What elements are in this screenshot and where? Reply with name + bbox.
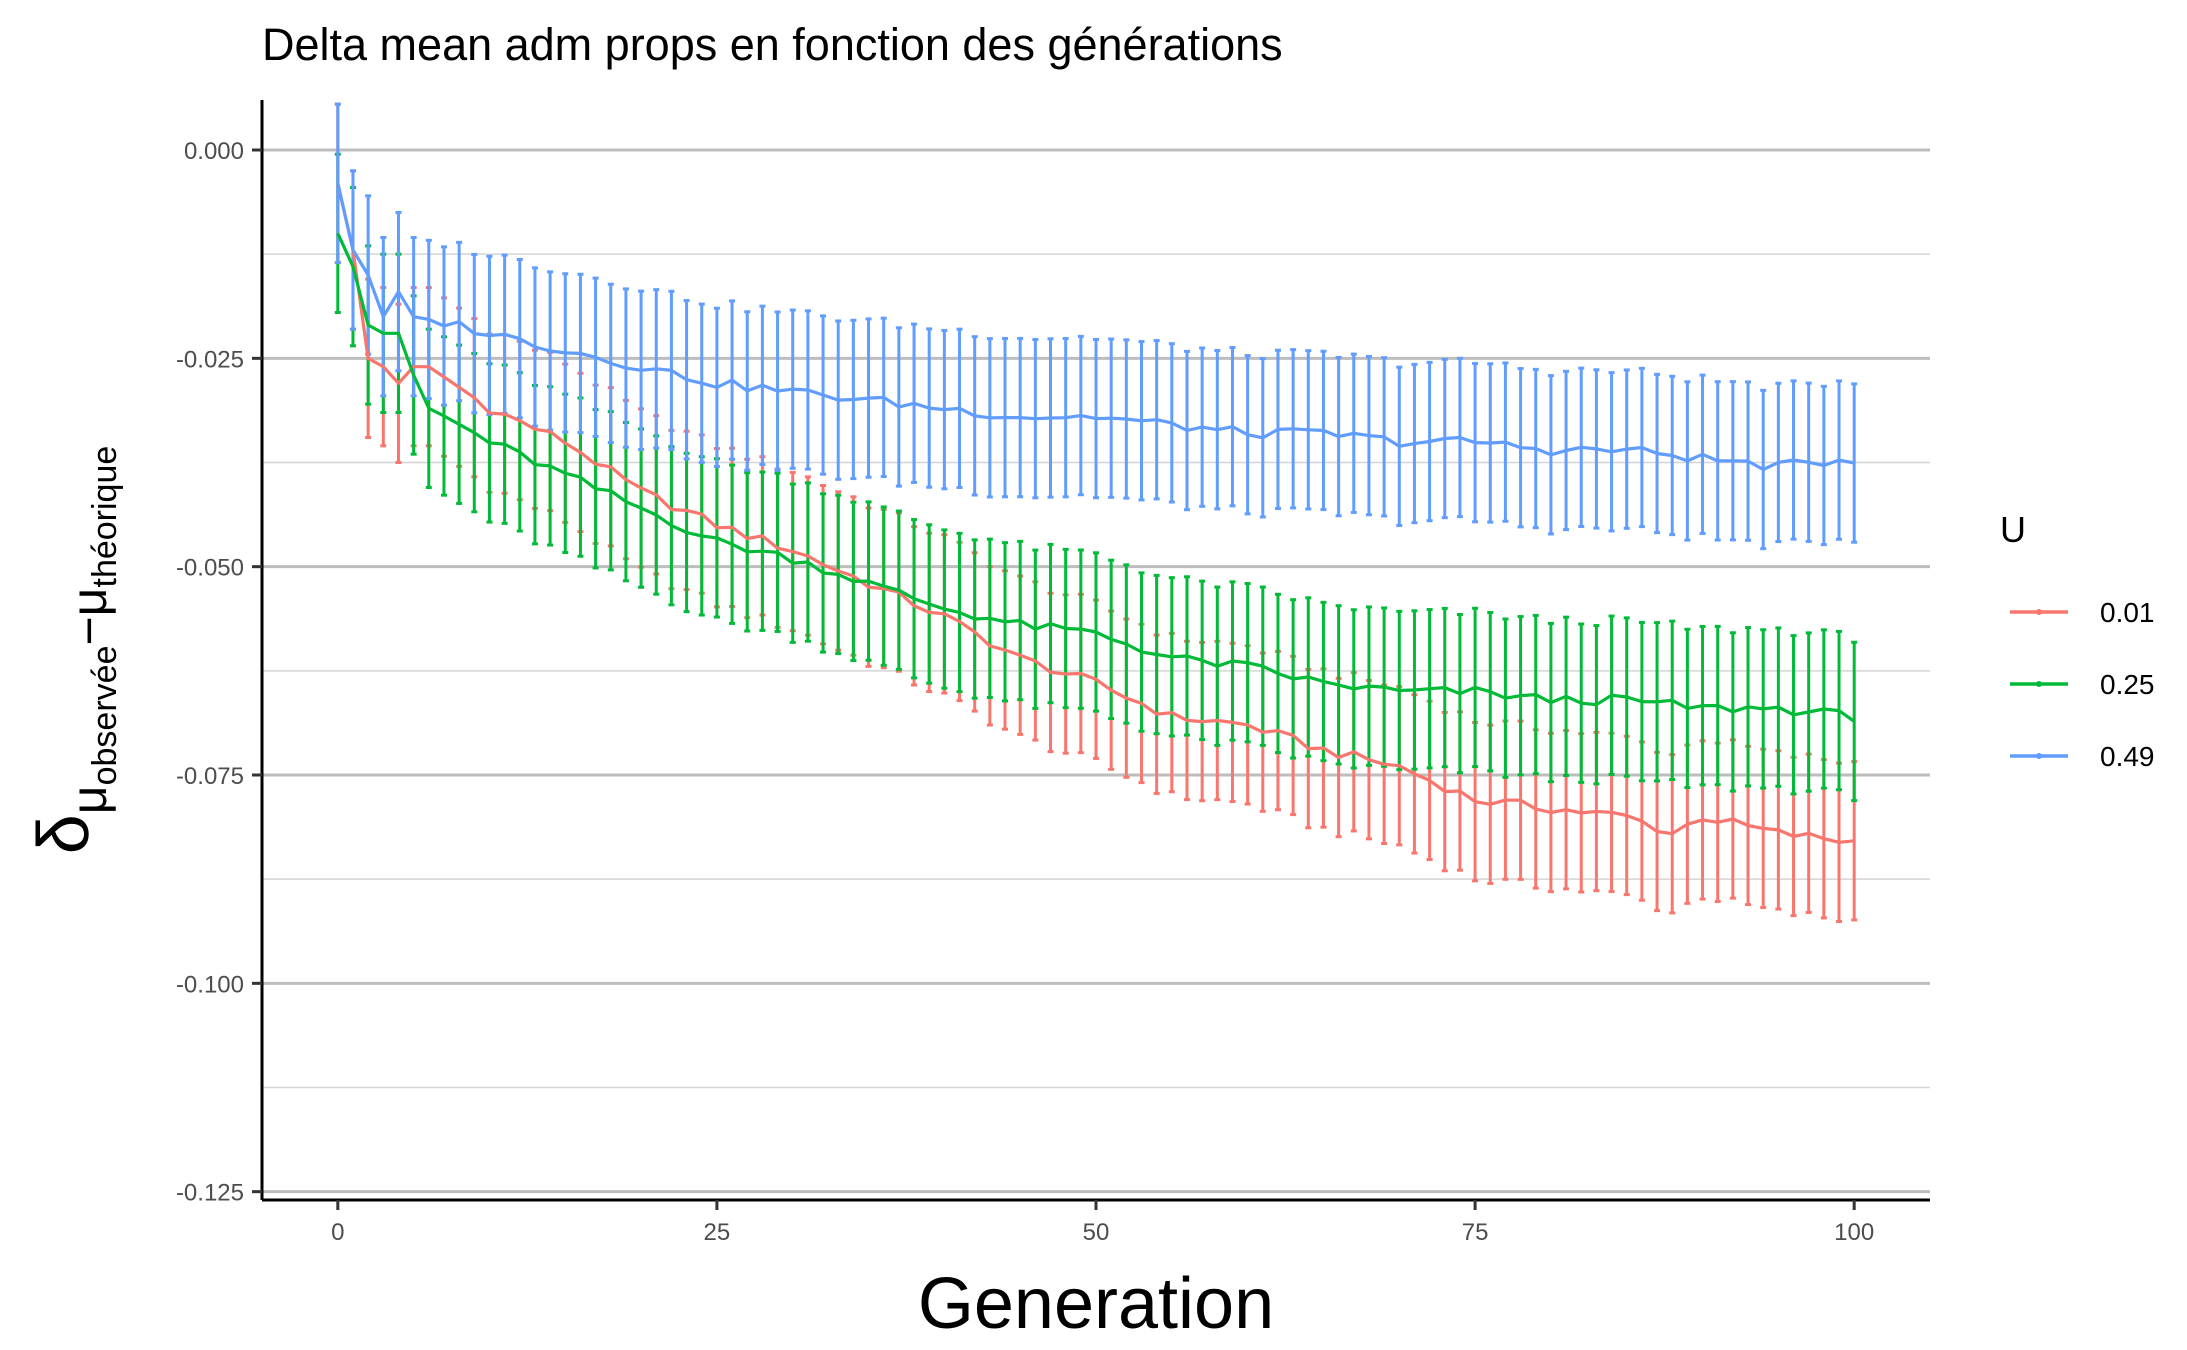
legend-label: 0.49 [2100,741,2155,772]
y-tick-label: -0.125 [176,1180,244,1207]
legend-item-0.25: 0.25 [2010,669,2155,700]
y-axis-title-sub2: théorique [86,446,124,588]
series-lines [336,182,1856,844]
y-axis-title-mu1: μ [61,785,117,814]
series-line-0.25 [336,232,1856,723]
chart-title: Delta mean adm props en fonction des gén… [262,19,1283,70]
y-ticks: 0.000 -0.025 -0.050 -0.075 -0.100 -0.125 [176,138,262,1207]
x-tick-label: 0 [331,1219,344,1246]
legend-swatch-point [2036,681,2042,687]
y-tick-label: -0.100 [176,971,244,998]
x-axis-title: Generation [918,1264,1274,1344]
y-tick-label: -0.050 [176,555,244,582]
y-tick-label: -0.025 [176,346,244,373]
legend-label: 0.01 [2100,597,2155,628]
legend-swatch-point [2036,609,2042,615]
y-axis-title: δμobservée−μthéorique [24,446,124,855]
x-tick-label: 100 [1834,1219,1874,1246]
legend-title: U [2000,509,2026,550]
legend: U 0.01 0.25 0.49 [2000,509,2155,772]
y-tick-label: 0.000 [184,138,244,165]
legend-items: 0.01 0.25 0.49 [2010,597,2155,772]
y-axis-title-operator: − [61,616,117,645]
y-axis-title-sub1: observée [86,646,124,786]
x-tick-label: 25 [704,1219,731,1246]
legend-item-0.49: 0.49 [2010,741,2155,772]
y-axis-title-mu2: μ [61,588,117,617]
x-ticks: 0 25 50 75 100 [331,1200,1874,1246]
series-line-0.01 [336,182,1855,844]
legend-item-0.01: 0.01 [2010,597,2155,628]
y-tick-label: -0.075 [176,763,244,790]
legend-label: 0.25 [2100,669,2155,700]
y-axis-title-symbol: δ [24,814,104,854]
x-tick-label: 75 [1462,1219,1489,1246]
x-tick-label: 50 [1083,1219,1110,1246]
series-line-0.49 [336,182,1855,472]
legend-swatch-point [2036,753,2042,759]
